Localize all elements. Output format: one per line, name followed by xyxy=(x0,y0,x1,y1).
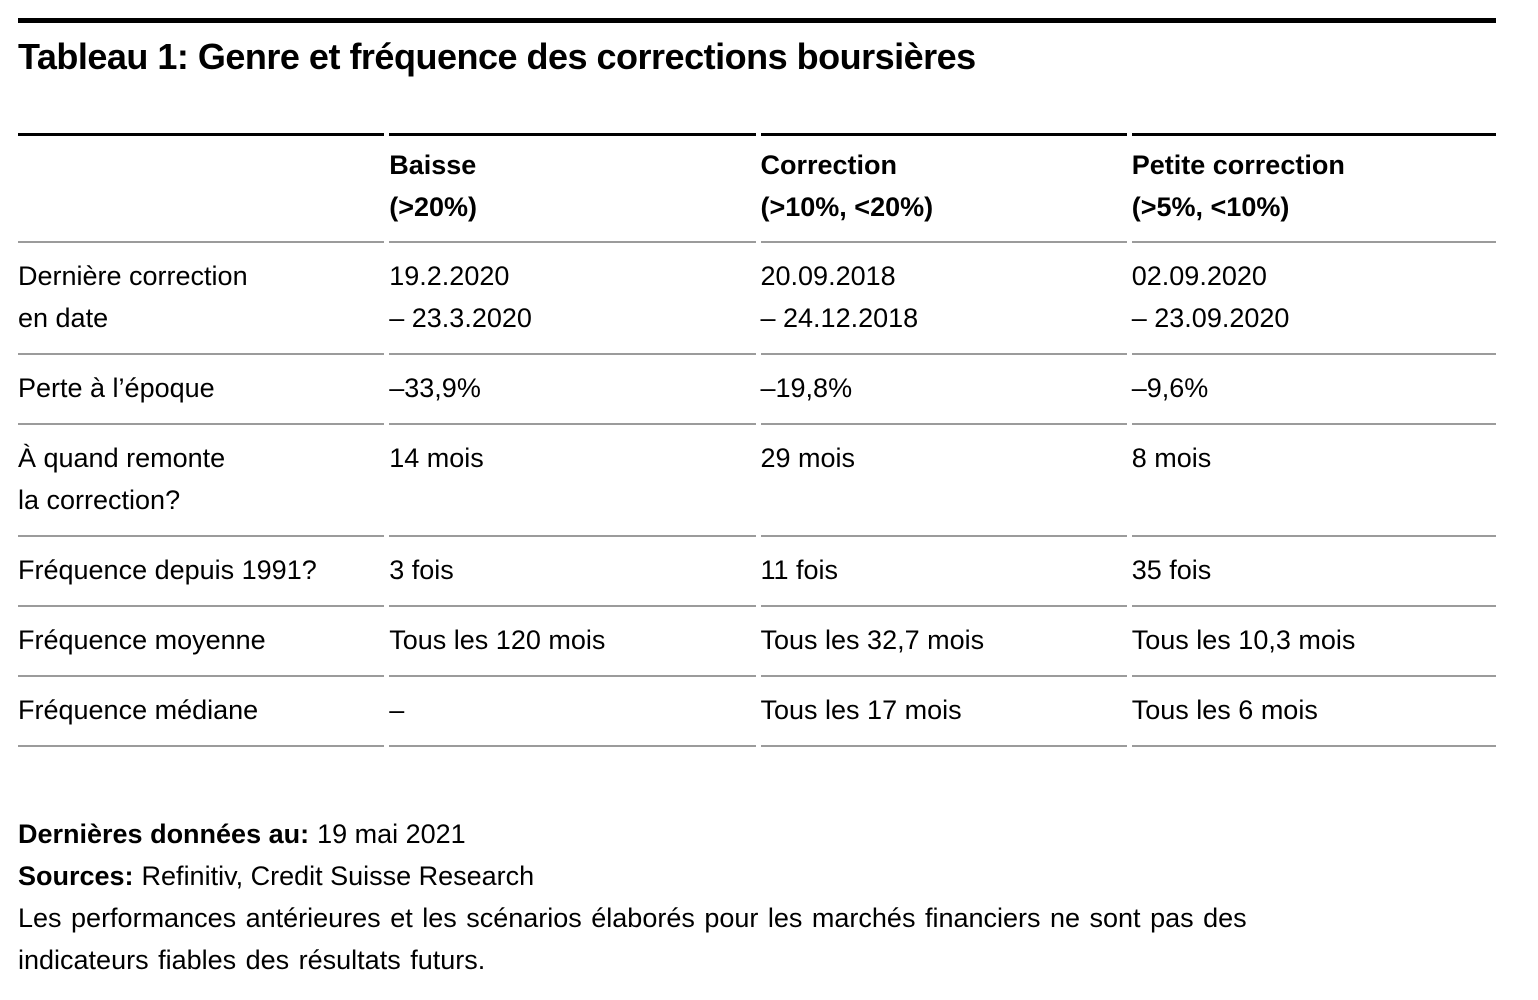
column-header-empty xyxy=(18,133,385,243)
cell-value: 20.09.2018 – 24.12.2018 xyxy=(760,243,1127,355)
row-label: À quand remonte la correction? xyxy=(18,425,385,537)
cell-value: Tous les 120 mois xyxy=(389,607,756,677)
column-header-baisse: Baisse (>20%) xyxy=(389,133,756,243)
table-row-frequence-moyenne: Fréquence moyenne Tous les 120 mois Tous… xyxy=(18,607,1496,677)
disclaimer-text: Les performances antérieures et les scén… xyxy=(18,903,1247,975)
sources-value: Refinitiv, Credit Suisse Research xyxy=(141,861,535,891)
cell-value: 14 mois xyxy=(389,425,756,537)
row-label: Dernière correction en date xyxy=(18,243,385,355)
last-data-label: Dernières données au: xyxy=(18,819,310,849)
row-label: Fréquence moyenne xyxy=(18,607,385,677)
cell-value: Tous les 32,7 mois xyxy=(760,607,1127,677)
header-row: Baisse (>20%) Correction (>10%, <20%) Pe… xyxy=(18,133,1496,243)
cell-value: 02.09.2020 – 23.09.2020 xyxy=(1131,243,1496,355)
table-row-frequence-mediane: Fréquence médiane – Tous les 17 mois Tou… xyxy=(18,677,1496,747)
corrections-table: Baisse (>20%) Correction (>10%, <20%) Pe… xyxy=(13,133,1501,747)
last-data-line: Dernières données au: 19 mai 2021 xyxy=(18,813,1496,855)
cell-value: – xyxy=(389,677,756,747)
cell-value: 8 mois xyxy=(1131,425,1496,537)
cell-value: 11 fois xyxy=(760,537,1127,607)
table-row-perte: Perte à l’époque –33,9% –19,8% –9,6% xyxy=(18,355,1496,425)
document-page: Tableau 1: Genre et fréquence des correc… xyxy=(18,18,1496,981)
top-rule xyxy=(18,18,1496,23)
cell-value: –33,9% xyxy=(389,355,756,425)
table-row-quand-remonte: À quand remonte la correction? 14 mois 2… xyxy=(18,425,1496,537)
cell-value: 19.2.2020 – 23.3.2020 xyxy=(389,243,756,355)
cell-value: Tous les 17 mois xyxy=(760,677,1127,747)
table-row-frequence-depuis-1991: Fréquence depuis 1991? 3 fois 11 fois 35… xyxy=(18,537,1496,607)
row-label: Perte à l’époque xyxy=(18,355,385,425)
cell-value: 35 fois xyxy=(1131,537,1496,607)
cell-value: Tous les 10,3 mois xyxy=(1131,607,1496,677)
cell-value: 29 mois xyxy=(760,425,1127,537)
cell-value: Tous les 6 mois xyxy=(1131,677,1496,747)
row-label: Fréquence médiane xyxy=(18,677,385,747)
sources-label: Sources: xyxy=(18,861,134,891)
cell-value: 3 fois xyxy=(389,537,756,607)
sources-line: Sources: Refinitiv, Credit Suisse Researc… xyxy=(18,855,1496,897)
table-footnotes: Dernières données au: 19 mai 2021 Sources… xyxy=(18,813,1496,981)
table-row-derniere-correction: Dernière correction en date 19.2.2020 – … xyxy=(18,243,1496,355)
last-data-value: 19 mai 2021 xyxy=(317,819,466,849)
row-label: Fréquence depuis 1991? xyxy=(18,537,385,607)
page-title: Tableau 1: Genre et fréquence des correc… xyxy=(18,36,976,77)
cell-value: –9,6% xyxy=(1131,355,1496,425)
cell-value: –19,8% xyxy=(760,355,1127,425)
column-header-petite-correction: Petite correction (>5%, <10%) xyxy=(1131,133,1496,243)
column-header-correction: Correction (>10%, <20%) xyxy=(760,133,1127,243)
